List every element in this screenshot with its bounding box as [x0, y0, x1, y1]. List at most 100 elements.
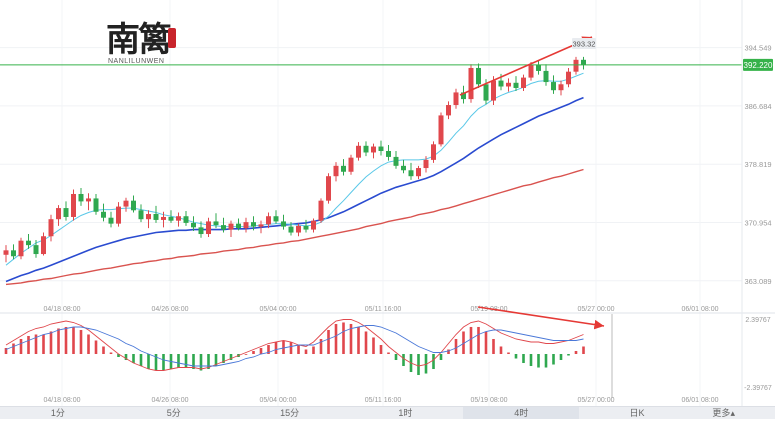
candle-body: [461, 92, 466, 100]
macd-histogram-bar: [229, 354, 233, 361]
candle-body: [176, 216, 181, 221]
candle-body: [296, 225, 301, 233]
time-tick-label: 05/19 08:00: [471, 306, 508, 313]
candle-body: [333, 165, 339, 177]
macd-histogram-bar: [282, 340, 285, 354]
macd-histogram-bar: [364, 331, 368, 354]
candle-body: [453, 92, 459, 106]
tab-daily[interactable]: 日K: [629, 408, 645, 418]
macd-histogram-bar: [214, 354, 218, 367]
candle-body: [386, 150, 391, 157]
candle-body: [101, 211, 106, 218]
macd-time-tick-label: 06/01 08:00: [682, 397, 719, 404]
candle-body: [498, 80, 504, 87]
macd-histogram-bar: [207, 354, 210, 370]
macd-histogram-bar: [154, 354, 158, 371]
macd-histogram-bar: [87, 334, 90, 354]
macd-histogram-bar: [184, 354, 188, 368]
price-tick-label: 394.549: [744, 44, 771, 53]
macd-histogram-bar: [109, 352, 113, 354]
candle-body: [11, 250, 16, 257]
macd-histogram-bar: [72, 326, 75, 354]
ma-fast-line: [5, 72, 584, 266]
macd-histogram-bar: [477, 326, 480, 354]
macd-histogram-bar: [327, 329, 330, 354]
candle-body: [581, 59, 586, 65]
candle-body: [378, 146, 384, 151]
candle-body: [108, 217, 114, 224]
tab-1m[interactable]: 1分: [50, 408, 65, 418]
time-tick-label: 05/04 00:00: [260, 306, 297, 313]
logo-seal: [168, 28, 176, 48]
macd-histogram-bar: [379, 344, 383, 354]
time-tick-label: 06/01 08:00: [682, 306, 719, 313]
current-price-label: 392.220: [744, 61, 773, 70]
macd-histogram-bar: [4, 347, 8, 354]
macd-histogram-bar: [514, 354, 518, 359]
macd-histogram-bar: [334, 323, 338, 354]
candle-body: [558, 84, 564, 91]
macd-histogram-bar: [417, 354, 420, 376]
candle-body: [78, 193, 84, 202]
macd-histogram-bar: [319, 338, 323, 354]
tab-1h[interactable]: 1时: [398, 408, 413, 418]
macd-histogram-bar: [357, 326, 360, 354]
macd-histogram-bar: [424, 354, 428, 374]
macd-histogram-bar: [199, 354, 203, 371]
high-price-label: 393.32: [573, 40, 596, 49]
candlesticks: [3, 56, 586, 263]
macd-time-tick-label: 05/27 00:00: [578, 397, 615, 404]
candle-body: [236, 223, 241, 229]
candle-body: [123, 200, 129, 207]
macd-histogram-bar: [34, 334, 38, 354]
macd-histogram-bar: [522, 354, 525, 364]
macd-histogram-bar: [244, 354, 248, 355]
price-tick-label: 370.954: [744, 219, 771, 228]
macd-histogram-bar: [484, 331, 488, 354]
candle-body: [266, 216, 271, 225]
time-tick-label: 04/26 08:00: [152, 306, 189, 313]
candle-body: [131, 200, 136, 211]
candle-body: [198, 227, 204, 235]
ma-slow-line: [5, 168, 584, 286]
candle-body: [288, 226, 294, 233]
price-tick-label: 386.684: [744, 102, 771, 111]
macd-dea-line: [5, 325, 584, 367]
macd-histogram-bar: [222, 354, 225, 364]
price-axis[interactable]: 394.549 386.684 378.819 370.954 363.089: [744, 44, 771, 286]
candle-body: [423, 159, 429, 169]
trend-arrow-price: [459, 36, 593, 96]
candle-body: [513, 82, 519, 88]
time-axis[interactable]: 04/18 08:00 04/18 08:00 04/26 08:00 04/26 0…: [44, 306, 719, 404]
candle-body: [371, 146, 376, 153]
macd-histogram-bar: [567, 354, 570, 356]
timeframe-tab-bar: 1分 5分 15分 1时 4时 日K 更多▴: [0, 406, 775, 419]
candle-body: [221, 225, 226, 230]
tab-4h[interactable]: 4时: [463, 407, 580, 419]
macd-histogram-bar: [387, 352, 390, 354]
macd-histogram-bar: [64, 326, 68, 354]
macd-histogram-bar: [117, 354, 120, 358]
tab-more[interactable]: 更多▴: [695, 407, 775, 419]
macd-histogram-bar: [544, 354, 548, 368]
macd-histogram-bar: [402, 354, 405, 367]
candle-body: [408, 170, 414, 177]
tab-more-label: 更多: [712, 408, 731, 418]
tab-15m[interactable]: 15分: [280, 408, 300, 418]
candle-body: [191, 222, 196, 228]
candle-body: [318, 200, 324, 221]
macd-histogram-bar: [132, 354, 135, 364]
macd-histogram-bar: [147, 354, 150, 370]
candle-body: [543, 70, 549, 83]
macd-histogram-bar: [342, 322, 345, 354]
tab-5m[interactable]: 5分: [166, 408, 181, 418]
macd-histogram-bar: [582, 346, 585, 354]
candle-body: [438, 115, 444, 145]
macd-histogram-bar: [552, 354, 555, 365]
high-price-badge: 393.32: [572, 38, 596, 49]
macd-histogram-bar: [469, 326, 473, 354]
candle-body: [3, 250, 9, 255]
macd-panel: 2.39767 -2.39767: [4, 317, 772, 392]
